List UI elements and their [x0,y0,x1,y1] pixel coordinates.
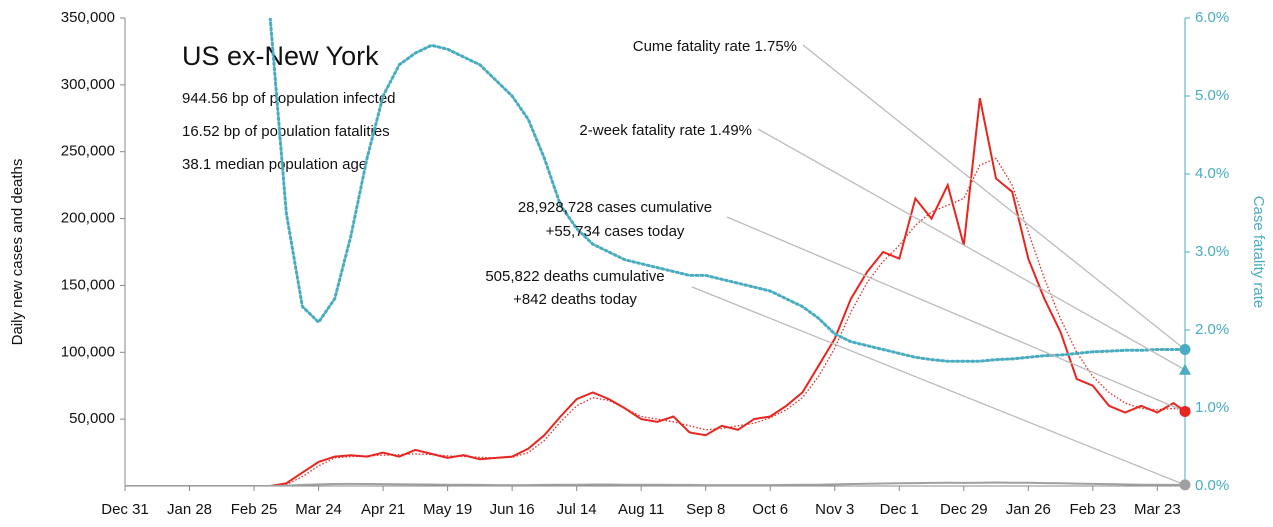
x-tick-label: Dec 1 [880,501,919,518]
x-tick-label: Jan 26 [1006,501,1051,518]
info-line: 16.52 bp of population fatalities [182,123,390,140]
series-line [125,481,1185,486]
y-tick-label: 350,000 [61,9,115,26]
annotation: 28,928,728 cases cumulative [518,199,712,216]
annotation: 2-week fatality rate 1.49% [579,122,752,139]
annotation: Cume fatality rate 1.75% [633,38,797,55]
x-tick-label: Nov 3 [815,501,854,518]
x-tick-label: Jan 28 [167,501,212,518]
end-marker [1179,479,1191,491]
x-tick-label: Sep 8 [686,501,725,518]
series-line [268,18,1185,363]
y-tick-label: 300,000 [61,76,115,93]
x-tick-label: Dec 29 [940,501,988,518]
x-tick-label: Jun 16 [490,501,535,518]
x-tick-label: Dec 31 [101,501,149,518]
annotation: +842 deaths today [513,291,637,308]
y2-tick-label: 1.0% [1195,399,1229,416]
x-tick-label: Apr 21 [361,501,405,518]
y2-tick-label: 3.0% [1195,243,1229,260]
info-title: US ex-New York [182,41,379,71]
leader-line [757,128,1186,371]
y2-tick-label: 2.0% [1195,321,1229,338]
end-marker [1179,405,1191,417]
plot-area [125,18,1185,486]
y-axis-title: Daily new cases and deaths [9,159,26,346]
y-tick-label: 200,000 [61,210,115,227]
leader-line [802,44,1186,351]
info-line: 944.56 bp of population infected [182,90,396,107]
y2-axis-title: Case fatality rate [1250,196,1267,309]
y2-tick-label: 0.0% [1195,477,1229,494]
y2-tick-label: 5.0% [1195,87,1229,104]
annotation: +55,734 cases today [546,223,685,240]
info-line: 38.1 median population age [182,156,367,173]
y2-tick-label: 6.0% [1195,9,1229,26]
leader-line [726,216,1186,413]
x-tick-label: Jul 14 [557,501,597,518]
y-tick-label: 250,000 [61,143,115,160]
y-tick-label: 150,000 [61,276,115,293]
y-tick-label: 50,000 [69,410,115,427]
x-tick-label: May 19 [423,501,472,518]
end-marker [1179,363,1191,375]
x-tick-label: Feb 25 [231,501,278,518]
y-tick-label: 100,000 [61,343,115,360]
x-tick-label: Mar 24 [295,501,342,518]
series-line [125,157,1185,486]
x-tick-label: Aug 11 [618,501,664,518]
annotation: 505,822 deaths cumulative [485,268,664,285]
x-tick-label: Oct 6 [752,501,788,518]
leader-line [691,286,1186,486]
x-tick-label: Feb 23 [1069,501,1116,518]
x-tick-label: Mar 23 [1134,501,1181,518]
end-marker [1179,344,1191,355]
series-line [125,98,1185,486]
y2-tick-label: 4.0% [1195,165,1229,182]
